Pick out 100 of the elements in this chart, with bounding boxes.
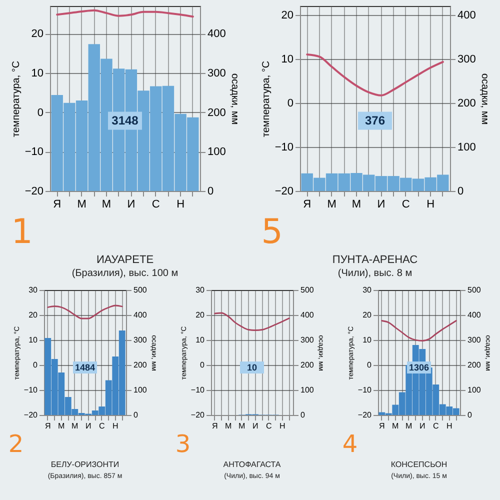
y2-tick-label: 400 (458, 9, 476, 22)
text: КОНСЕПСЬОН (390, 460, 447, 469)
y2-axis-title: осадки, мм (478, 73, 490, 125)
y-tick-label: 10 (28, 336, 38, 344)
y-tick-label: 10 (362, 336, 372, 344)
y-tick-label: 0 (37, 106, 44, 119)
x-tick-label: Я (303, 198, 312, 210)
y2-tick-label: 100 (467, 386, 482, 394)
x-tick-label: М (352, 198, 362, 210)
annotation: 1484 (75, 362, 96, 372)
y2-tick-label: 0 (467, 410, 472, 420)
y-tick-label: 30 (28, 286, 38, 294)
y-tick-label: 0 (33, 360, 38, 370)
x-tick-label: Н (176, 198, 185, 210)
y2-tick-label: 300 (300, 336, 314, 344)
y2-tick-label: 0 (458, 186, 464, 198)
y2-tick-label: 300 (467, 336, 482, 344)
x-tick-label: Н (426, 198, 435, 210)
y-tick-label: 20 (196, 310, 206, 320)
x-tick-label: И (86, 422, 92, 430)
y-tick-label: −10 (274, 141, 294, 154)
text: (Чили), выс. 8 м (338, 268, 412, 279)
y2-tick-label: 100 (208, 146, 226, 158)
y-tick-label: 30 (362, 286, 372, 294)
y-tick-label: −20 (190, 410, 206, 420)
line-series (306, 53, 444, 96)
x-tick-label: С (152, 198, 160, 210)
x-tick-label: Я (53, 198, 62, 210)
annotation: 3148 (112, 114, 139, 128)
y-tick-label: −10 (358, 386, 372, 394)
x-tick-label: Н (279, 422, 286, 430)
x-tick-label: М (225, 422, 232, 430)
y-axis-title: температура, °С (260, 60, 272, 138)
y-tick-label: 0 (366, 360, 372, 370)
annotation: 1306 (408, 362, 429, 372)
x-tick-label: И (127, 198, 136, 210)
line-series (380, 320, 456, 342)
text: ПУНТА-АРЕНАС (332, 254, 418, 266)
y2-tick-label: 300 (134, 336, 148, 344)
y2-tick-label: 0 (208, 186, 214, 198)
x-tick-label: С (402, 198, 410, 210)
y2-tick-label: 200 (458, 97, 476, 110)
y2-tick-label: 0 (300, 410, 306, 420)
y-tick-label: 10 (31, 67, 44, 80)
y2-tick-label: 100 (300, 386, 314, 394)
x-tick-label: М (327, 198, 336, 210)
x-tick-label: С (266, 422, 272, 430)
y2-tick-label: 500 (300, 286, 314, 294)
y-tick-label: 20 (28, 310, 38, 320)
x-tick-label: М (77, 198, 86, 210)
y2-tick-label: 200 (208, 106, 226, 119)
y-tick-label: 0 (287, 97, 294, 110)
text: (Бразилия), выс. 100 м (72, 268, 178, 279)
y2-tick-label: 500 (134, 286, 148, 294)
x-tick-label: М (102, 198, 112, 210)
annotation: 10 (246, 362, 257, 372)
y-tick-label: 0 (200, 360, 206, 370)
line-series (56, 9, 194, 18)
x-tick-label: М (405, 422, 412, 430)
y2-tick-label: 0 (134, 410, 139, 420)
y-tick-label: −20 (24, 186, 44, 198)
x-tick-label: С (99, 422, 106, 430)
y-tick-label: 10 (196, 336, 206, 344)
y2-axis-title: осадки, мм (228, 73, 240, 125)
y-tick-label: −10 (24, 146, 44, 158)
annotation: 376 (364, 114, 386, 128)
x-tick-label: Н (112, 422, 119, 430)
x-tick-label: Я (378, 422, 385, 430)
y2-tick-label: 400 (134, 310, 148, 320)
y2-tick-label: 400 (208, 28, 226, 40)
text: 4 (342, 430, 358, 458)
x-tick-label: Я (212, 422, 218, 430)
x-tick-label: М (392, 422, 399, 430)
y2-tick-label: 400 (300, 310, 314, 320)
y-tick-label: 30 (196, 286, 206, 294)
y-tick-label: 20 (31, 28, 44, 40)
x-tick-label: М (58, 422, 66, 430)
y-tick-label: −20 (274, 186, 294, 198)
text: 1 (11, 212, 33, 252)
line-series (48, 304, 124, 320)
x-tick-label: И (377, 198, 386, 210)
text: 5 (261, 212, 283, 252)
y2-tick-label: 100 (134, 386, 148, 394)
y2-tick-label: 200 (467, 360, 482, 370)
x-tick-label: И (419, 422, 426, 430)
x-tick-label: М (72, 422, 79, 430)
y2-tick-label: 400 (467, 310, 482, 320)
y-tick-label: 10 (281, 53, 294, 66)
text: АНТОФАГАСТА (223, 460, 282, 469)
text: ИАУАРЕТЕ (96, 254, 154, 266)
y2-tick-label: 500 (467, 286, 482, 294)
y2-tick-label: 300 (208, 67, 226, 80)
y2-tick-label: 100 (458, 141, 476, 154)
y-tick-label: −10 (190, 386, 206, 394)
y-axis-title: температура, °С (10, 60, 22, 138)
x-tick-label: Я (45, 422, 52, 430)
y-tick-label: −10 (24, 386, 38, 394)
text: 3 (175, 430, 191, 458)
x-tick-label: С (432, 422, 439, 430)
text: 2 (8, 430, 24, 458)
